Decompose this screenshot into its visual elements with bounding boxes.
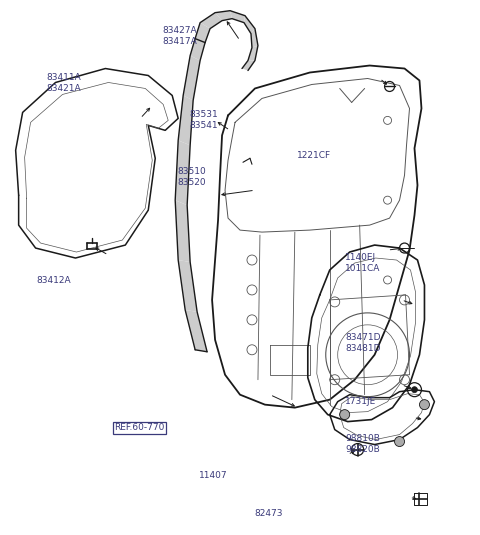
Text: 1731JE: 1731JE (345, 396, 376, 406)
Polygon shape (195, 22, 210, 43)
Polygon shape (248, 45, 258, 60)
Polygon shape (185, 310, 207, 352)
Text: 83531
83541: 83531 83541 (190, 110, 218, 130)
Polygon shape (178, 95, 193, 146)
Text: 98810B
98820B: 98810B 98820B (345, 434, 380, 454)
Polygon shape (230, 11, 245, 22)
Polygon shape (175, 200, 190, 262)
Ellipse shape (420, 400, 430, 410)
Text: 83427A
83417A: 83427A 83417A (163, 26, 198, 47)
Text: 83471D
83481D: 83471D 83481D (345, 333, 381, 353)
Ellipse shape (340, 410, 350, 419)
Polygon shape (183, 56, 200, 101)
Text: 83411A
83421A: 83411A 83421A (46, 73, 81, 93)
Text: 83412A: 83412A (36, 276, 71, 285)
Text: 83510
83520: 83510 83520 (178, 167, 206, 187)
Polygon shape (251, 28, 258, 48)
Text: 1221CF: 1221CF (298, 151, 332, 160)
Polygon shape (200, 13, 222, 28)
Polygon shape (242, 60, 255, 71)
Text: 82473: 82473 (254, 509, 283, 518)
Polygon shape (175, 140, 190, 205)
Polygon shape (215, 11, 232, 21)
Polygon shape (190, 39, 205, 60)
Polygon shape (178, 260, 197, 312)
Text: 1140EJ
1011CA: 1140EJ 1011CA (345, 253, 381, 273)
Text: REF.60-770: REF.60-770 (114, 423, 165, 432)
Ellipse shape (411, 387, 418, 393)
Text: 11407: 11407 (199, 471, 228, 480)
Polygon shape (244, 16, 255, 34)
Ellipse shape (395, 437, 405, 447)
